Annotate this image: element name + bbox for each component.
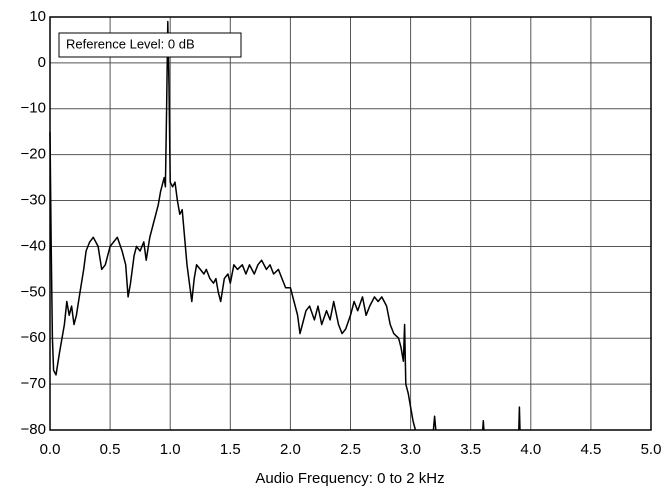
spectrum-line [49, 20, 521, 431]
annotation-box [58, 32, 242, 58]
y-tick-label: −20 [21, 146, 46, 163]
y-tick-label: 10 [29, 8, 46, 25]
y-tick-label: −80 [21, 421, 46, 438]
y-tick-label: 0 [38, 54, 46, 71]
y-tick-label: −40 [21, 237, 46, 254]
x-tick-label: 1.5 [220, 441, 241, 458]
x-tick-label: 2.0 [280, 441, 301, 458]
x-tick-label: 0.5 [100, 441, 121, 458]
x-tick-label: 4.0 [520, 441, 541, 458]
x-axis-label: Audio Frequency: 0 to 2 kHz [255, 470, 444, 487]
y-tick-label: −60 [21, 329, 46, 346]
annotation: Reference Level: 0 dB [66, 36, 195, 51]
x-tick-label: 4.5 [580, 441, 601, 458]
x-tick-label: 5.0 [641, 441, 662, 458]
y-tick-label: −30 [21, 192, 46, 209]
x-tick-label: 1.0 [160, 441, 181, 458]
x-tick-label: 2.5 [340, 441, 361, 458]
y-tick-label: −50 [21, 283, 46, 300]
y-tick-label: −70 [21, 375, 46, 392]
x-tick-label: 0.0 [40, 441, 61, 458]
x-tick-label: 3.5 [460, 441, 481, 458]
plot-frame [49, 16, 652, 431]
y-tick-label: −10 [21, 100, 46, 117]
x-tick-label: 3.0 [400, 441, 421, 458]
